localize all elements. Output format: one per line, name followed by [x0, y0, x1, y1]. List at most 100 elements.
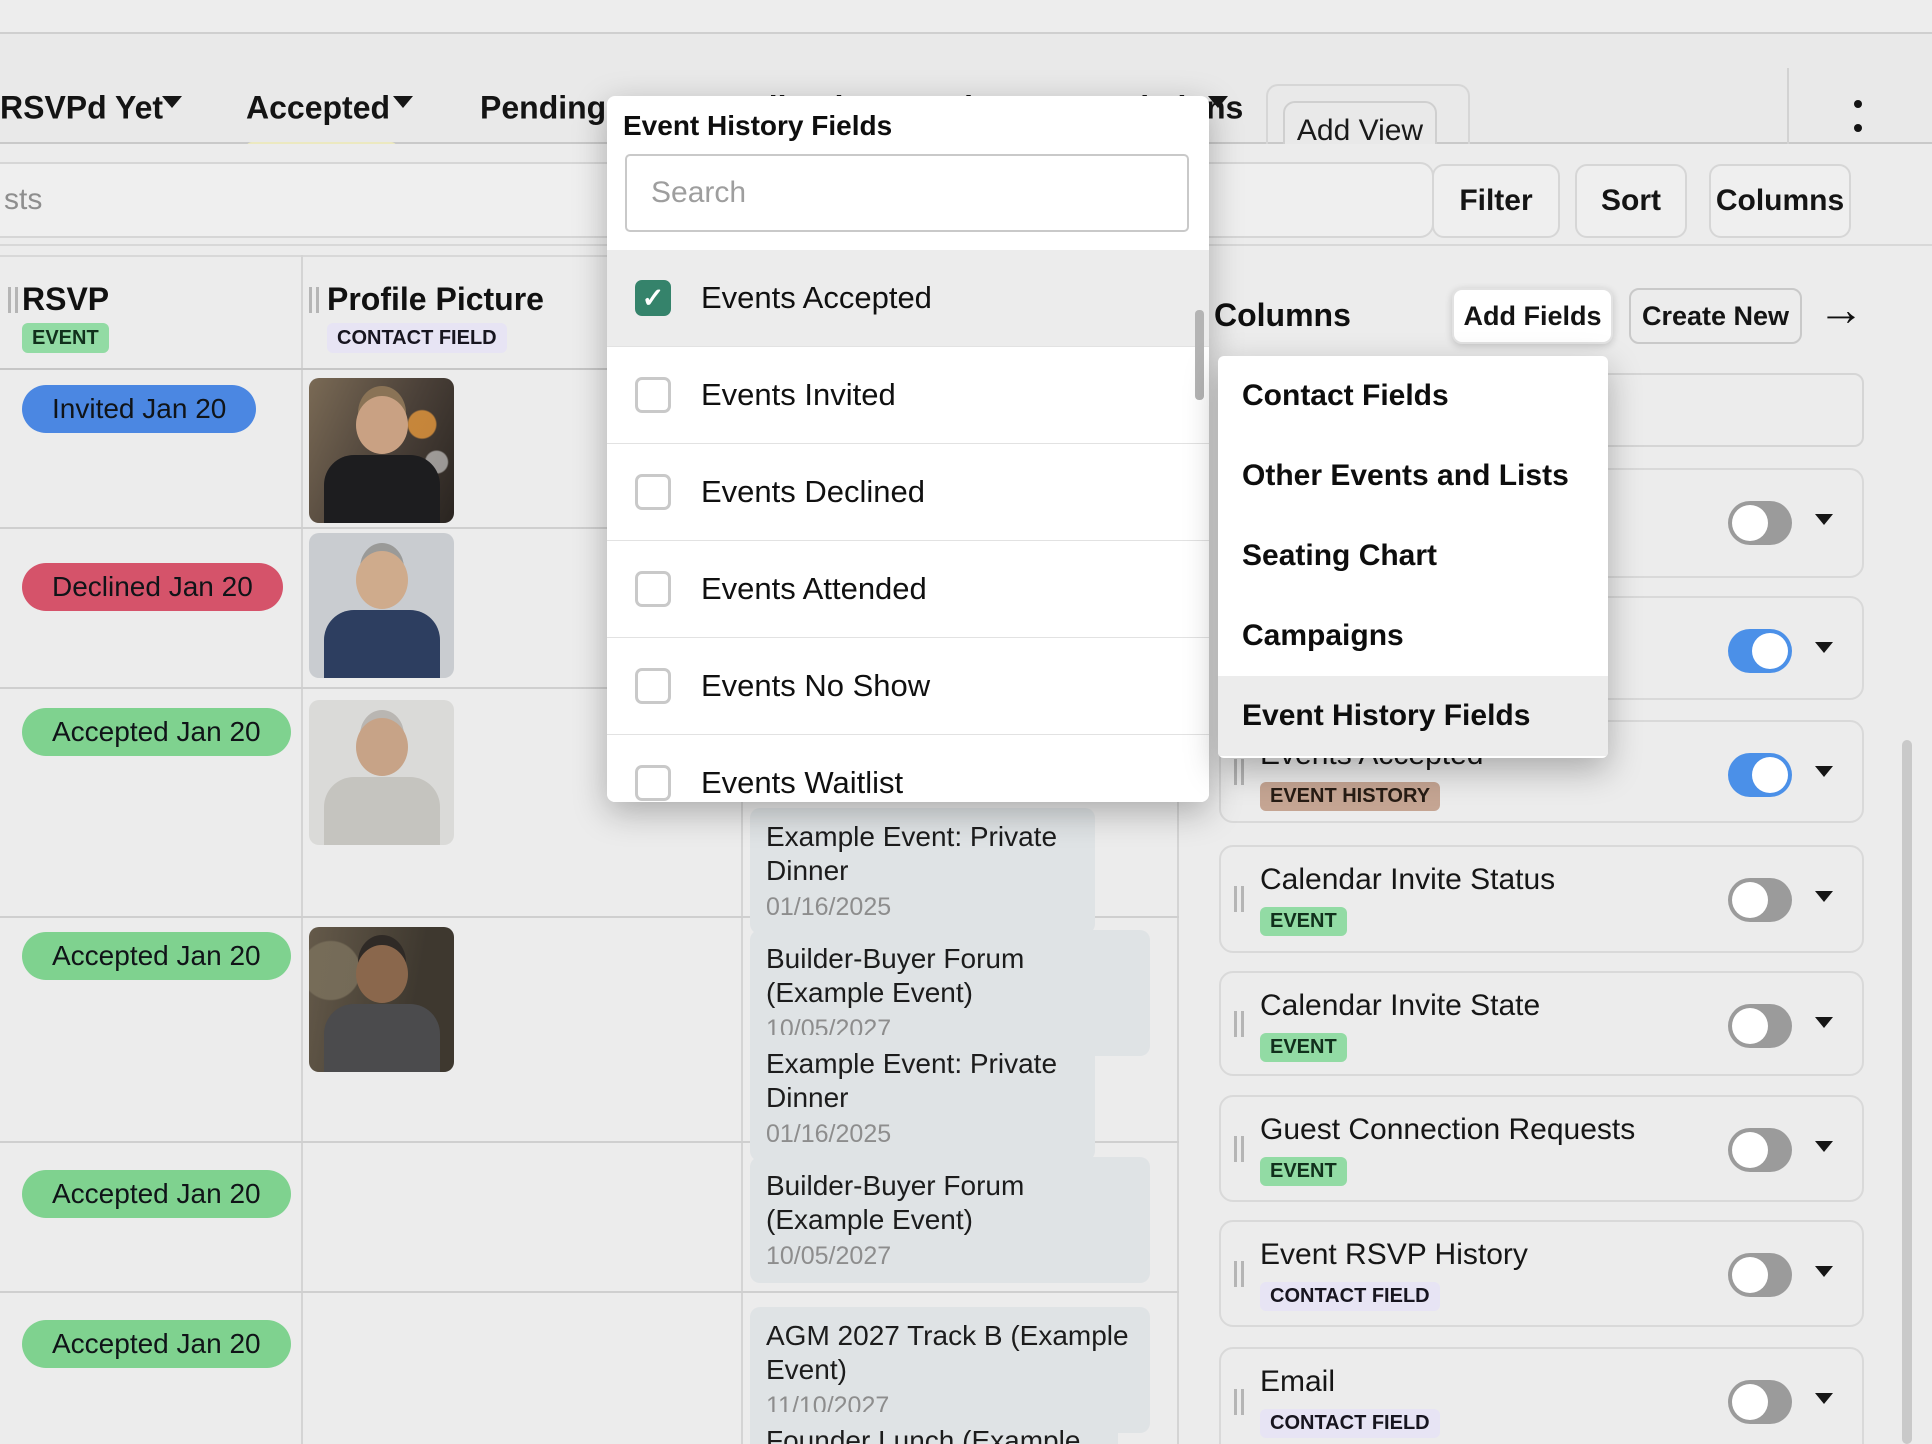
- event-name: Example Event: Private Dinner: [766, 821, 1058, 887]
- chevron-down-icon[interactable]: [1208, 96, 1228, 108]
- option-label: Events Invited: [701, 377, 896, 412]
- drag-handle-icon[interactable]: [309, 287, 319, 313]
- option-events-waitlist[interactable]: ✓ Events Waitlist: [607, 735, 1209, 802]
- chevron-down-icon[interactable]: [1815, 642, 1833, 653]
- rsvp-status-badge: Accepted Jan 20: [22, 932, 291, 980]
- column-divider[interactable]: [741, 255, 743, 1444]
- menu-item-seating-chart[interactable]: Seating Chart: [1242, 539, 1438, 572]
- drag-handle-icon[interactable]: [1234, 1010, 1244, 1037]
- table-row[interactable]: Accepted Jan 20 Example Event: Private D…: [0, 689, 1179, 935]
- field-toggle[interactable]: [1728, 1380, 1792, 1424]
- rsvp-status-badge: Invited Jan 20: [22, 385, 257, 433]
- menu-item-campaigns[interactable]: Campaigns: [1242, 619, 1404, 652]
- chevron-down-icon[interactable]: [1815, 514, 1833, 525]
- fields-search-input[interactable]: [625, 154, 1189, 232]
- drag-handle-icon[interactable]: [1234, 1260, 1244, 1287]
- option-events-accepted[interactable]: ✓ Events Accepted: [607, 250, 1209, 347]
- event-date: 10/05/2027: [766, 1242, 892, 1271]
- tab-accepted[interactable]: Accepted: [246, 89, 391, 126]
- field-card-calendar-invite-status: Calendar Invite Status EVENT: [1219, 845, 1864, 953]
- search-placeholder-fragment: sts: [4, 183, 43, 216]
- table-row[interactable]: Accepted Jan 20 AGM 2027 Track B (Exampl…: [0, 1293, 1179, 1444]
- field-toggle[interactable]: [1728, 878, 1792, 922]
- field-title: Event RSVP History: [1260, 1238, 1528, 1271]
- add-fields-menu: Contact Fields Other Events and Lists Se…: [1218, 356, 1608, 758]
- field-type-badge: CONTACT FIELD: [1260, 1409, 1440, 1438]
- field-card-guest-connection-requests: Guest Connection Requests EVENT: [1219, 1095, 1864, 1202]
- dropdown-title: Event History Fields: [623, 110, 893, 141]
- checkbox-icon[interactable]: ✓: [635, 474, 671, 510]
- chevron-down-icon[interactable]: [393, 96, 413, 108]
- checkbox-icon[interactable]: ✓: [635, 571, 671, 607]
- event-name: AGM 2027 Track B (Example Event): [766, 1320, 1129, 1386]
- drag-handle-icon[interactable]: [1234, 1389, 1244, 1415]
- drag-handle-icon[interactable]: [8, 287, 18, 313]
- table-row[interactable]: Accepted Jan 20 Builder-Buyer Forum (Exa…: [0, 918, 1179, 1162]
- add-fields-button[interactable]: Add Fields: [1452, 288, 1613, 344]
- filter-button[interactable]: Filter: [1432, 164, 1560, 238]
- columns-button[interactable]: Columns: [1709, 164, 1851, 238]
- event-history-chip: Example Event: Private Dinner 01/16/2025: [750, 1035, 1095, 1162]
- create-new-button[interactable]: Create New: [1629, 288, 1802, 344]
- field-toggle[interactable]: [1728, 1004, 1792, 1048]
- field-toggle[interactable]: [1728, 1128, 1792, 1172]
- option-events-declined[interactable]: ✓ Events Declined: [607, 444, 1209, 541]
- tab-pending[interactable]: Pending: [480, 89, 607, 126]
- field-card-event-rsvp-history: Event RSVP History CONTACT FIELD: [1219, 1220, 1864, 1327]
- event-date: 01/16/2025: [766, 893, 892, 922]
- field-title: Calendar Invite State: [1260, 989, 1541, 1022]
- column-header-profile-picture[interactable]: Profile Picture: [327, 281, 544, 317]
- event-history-fields-dropdown: Event History Fields ✓ Events Accepted ✓…: [607, 96, 1209, 802]
- event-name: Founder Lunch (Example Event): [766, 1425, 1081, 1444]
- chevron-down-icon[interactable]: [1815, 1266, 1833, 1277]
- checkbox-icon[interactable]: ✓: [635, 765, 671, 801]
- chevron-down-icon[interactable]: [1815, 891, 1833, 902]
- column-header-rsvp[interactable]: RSVP: [22, 281, 110, 317]
- option-events-no-show[interactable]: ✓ Events No Show: [607, 638, 1209, 735]
- menu-item-event-history-fields[interactable]: Event History Fields: [1218, 676, 1608, 756]
- right-arrow-icon[interactable]: →: [1818, 283, 1864, 335]
- chevron-down-icon[interactable]: [1815, 1017, 1833, 1028]
- option-label: Events Waitlist: [701, 765, 904, 800]
- table-row[interactable]: Invited Jan 20: [0, 372, 1179, 529]
- drag-handle-icon[interactable]: [1234, 1135, 1244, 1162]
- field-toggle[interactable]: [1728, 629, 1792, 673]
- drag-handle-icon[interactable]: [1234, 886, 1244, 912]
- checkbox-checked-icon[interactable]: ✓: [635, 280, 671, 316]
- table-row[interactable]: Accepted Jan 20 Builder-Buyer Forum (Exa…: [0, 1143, 1179, 1293]
- profile-photo: [309, 927, 454, 1072]
- table-row[interactable]: Declined Jan 20: [0, 529, 1179, 689]
- option-events-attended[interactable]: ✓ Events Attended: [607, 541, 1209, 638]
- field-toggle[interactable]: [1728, 753, 1792, 797]
- sort-button[interactable]: Sort: [1575, 164, 1687, 238]
- checkbox-icon[interactable]: ✓: [635, 377, 671, 413]
- checkbox-icon[interactable]: ✓: [635, 668, 671, 704]
- field-title: Guest Connection Requests: [1260, 1113, 1636, 1146]
- menu-item-other-events-and-lists[interactable]: Other Events and Lists: [1242, 459, 1569, 492]
- panel-scrollbar[interactable]: [1902, 740, 1912, 1444]
- field-title: Calendar Invite Status: [1260, 863, 1556, 896]
- column-divider[interactable]: [301, 255, 303, 1444]
- field-type-badge: EVENT: [22, 323, 109, 353]
- field-toggle[interactable]: [1728, 501, 1792, 545]
- dropdown-scrollbar[interactable]: [1195, 310, 1204, 400]
- tab-rsvpd-yet[interactable]: RSVPd Yet: [0, 89, 164, 126]
- field-title: Email: [1260, 1365, 1336, 1398]
- add-view-group: [1266, 84, 1470, 178]
- drag-handle-icon[interactable]: [1234, 758, 1244, 785]
- chevron-down-icon[interactable]: [1815, 1141, 1833, 1152]
- column-divider[interactable]: [1177, 255, 1179, 1444]
- chevron-down-icon[interactable]: [1815, 766, 1833, 777]
- event-history-chip: Example Event: Private Dinner 01/16/2025: [750, 808, 1095, 935]
- profile-photo: [309, 533, 454, 678]
- chevron-down-icon[interactable]: [1815, 1393, 1833, 1404]
- field-type-badge: EVENT HISTORY: [1260, 782, 1441, 811]
- menu-item-contact-fields[interactable]: Contact Fields: [1242, 379, 1449, 412]
- field-toggle[interactable]: [1728, 1253, 1792, 1297]
- columns-panel-title: Columns: [1214, 297, 1351, 333]
- field-card-email: Email CONTACT FIELD: [1219, 1347, 1864, 1444]
- chevron-down-icon[interactable]: [162, 96, 182, 108]
- option-label: Events Attended: [701, 571, 927, 606]
- option-events-invited[interactable]: ✓ Events Invited: [607, 347, 1209, 444]
